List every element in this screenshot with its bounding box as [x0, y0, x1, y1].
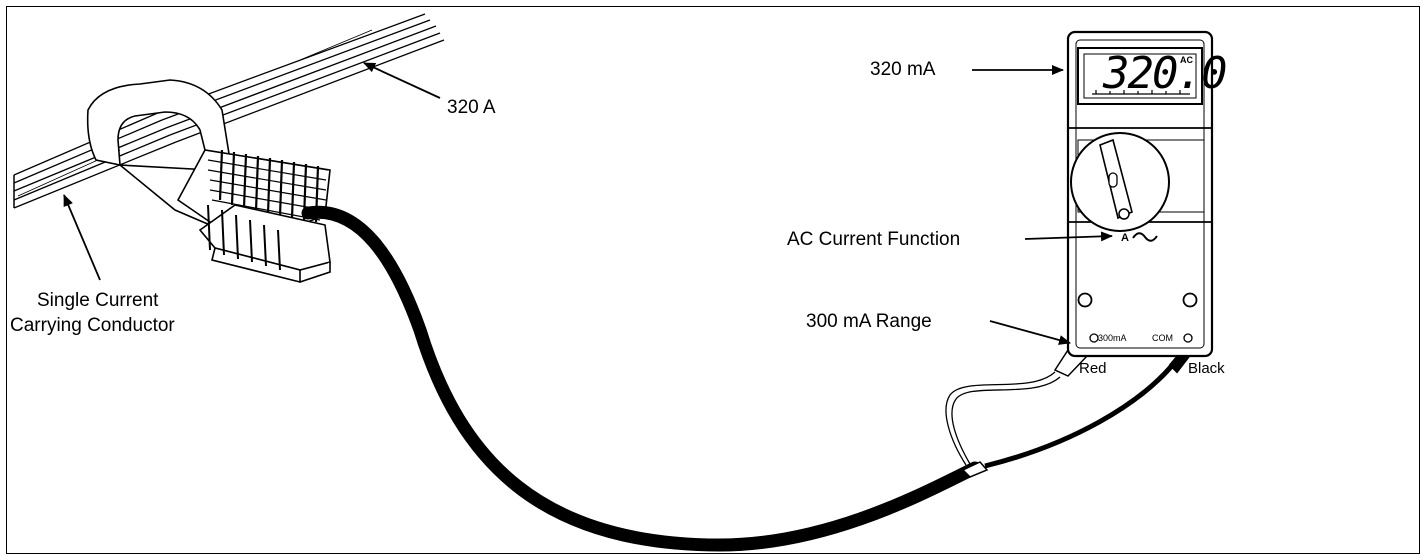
conductor-label-line1: Single Current — [37, 290, 159, 311]
jack-label-com: COM — [1152, 333, 1173, 343]
jack-label-300ma: 300mA — [1098, 333, 1127, 343]
ac-tilde-icon — [1132, 232, 1158, 242]
multimeter — [1066, 30, 1214, 358]
red-lead — [945, 371, 1061, 466]
meter-display-value: 320.0 — [1103, 48, 1227, 99]
meter-reading-label: 320 mA — [870, 59, 936, 80]
diagram-frame — [6, 6, 1420, 554]
meter-display-mode: AC — [1180, 55, 1193, 65]
function-symbol: A — [1121, 232, 1129, 244]
function-label: AC Current Function — [787, 229, 961, 250]
black-lead — [984, 360, 1177, 469]
arrow-320a — [363, 62, 441, 99]
conductor-label-line2: Carrying Conductor — [10, 315, 175, 336]
clamp-cable — [301, 205, 982, 552]
arrow-range — [989, 320, 1071, 345]
conductor-current-label: 320 A — [447, 97, 496, 118]
black-lead-label: Black — [1188, 360, 1225, 377]
range-label: 300 mA Range — [806, 311, 932, 332]
cable-splitter — [961, 461, 989, 478]
red-lead-label: Red — [1079, 360, 1107, 377]
arrow-conductor — [63, 194, 101, 281]
arrow-function — [1024, 231, 1113, 242]
current-clamp — [86, 79, 331, 284]
